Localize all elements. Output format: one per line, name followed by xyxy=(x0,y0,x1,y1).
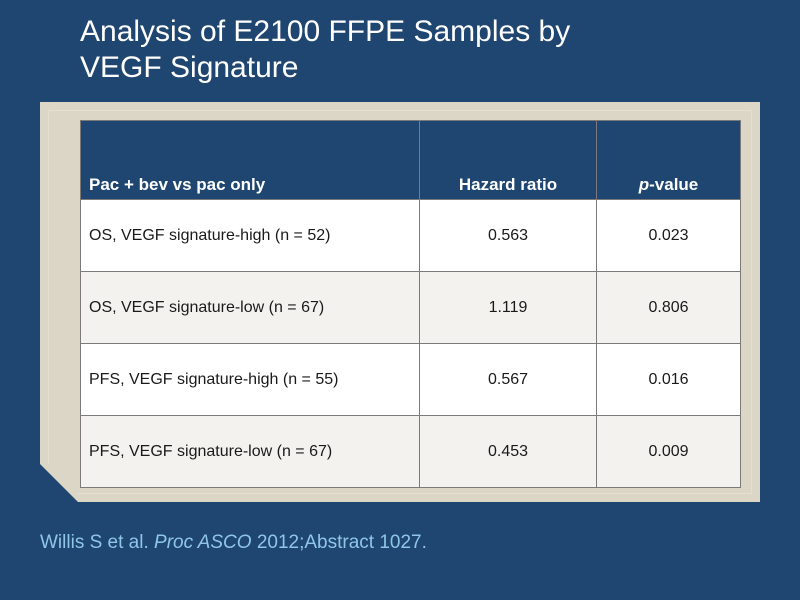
column-header-hazard-ratio: Hazard ratio xyxy=(419,120,597,200)
p-value-cell: 0.806 xyxy=(596,271,741,344)
p-value-suffix: -value xyxy=(649,175,699,194)
column-header-comparison: Pac + bev vs pac only xyxy=(80,120,420,200)
citation-authors: Willis S et al. xyxy=(40,532,149,553)
slide-title-line-1: Analysis of E2100 FFPE Samples by xyxy=(80,15,571,48)
table-header-row: Pac + bev vs pac only Hazard ratio p-val… xyxy=(80,120,741,200)
row-label: PFS, VEGF signature-low (n = 67) xyxy=(80,415,420,488)
slide-title-line-2: VEGF Signature xyxy=(80,51,299,84)
slide-title: Analysis of E2100 FFPE Samples by VEGF S… xyxy=(80,14,720,86)
column-header-p-value: p-value xyxy=(596,120,741,200)
citation-journal: Proc ASCO xyxy=(154,532,252,553)
table-row: OS, VEGF signature-high (n = 52) 0.563 0… xyxy=(80,199,741,272)
table-row: PFS, VEGF signature-low (n = 67) 0.453 0… xyxy=(80,415,741,488)
table-row: OS, VEGF signature-low (n = 67) 1.119 0.… xyxy=(80,271,741,344)
p-value-cell: 0.009 xyxy=(596,415,741,488)
citation: Willis S et al. Proc ASCO 2012;Abstract … xyxy=(40,530,427,556)
p-value-italic-p: p xyxy=(638,175,650,194)
hazard-ratio-cell: 0.563 xyxy=(419,199,597,272)
row-label: PFS, VEGF signature-high (n = 55) xyxy=(80,343,420,416)
table-row: PFS, VEGF signature-high (n = 55) 0.567 … xyxy=(80,343,741,416)
hazard-ratio-cell: 0.567 xyxy=(419,343,597,416)
row-label: OS, VEGF signature-low (n = 67) xyxy=(80,271,420,344)
results-table: Pac + bev vs pac only Hazard ratio p-val… xyxy=(80,120,741,488)
hazard-ratio-cell: 1.119 xyxy=(419,271,597,344)
hazard-ratio-cell: 0.453 xyxy=(419,415,597,488)
p-value-cell: 0.023 xyxy=(596,199,741,272)
citation-details: 2012;Abstract 1027. xyxy=(256,532,427,553)
row-label: OS, VEGF signature-high (n = 52) xyxy=(80,199,420,272)
p-value-cell: 0.016 xyxy=(596,343,741,416)
